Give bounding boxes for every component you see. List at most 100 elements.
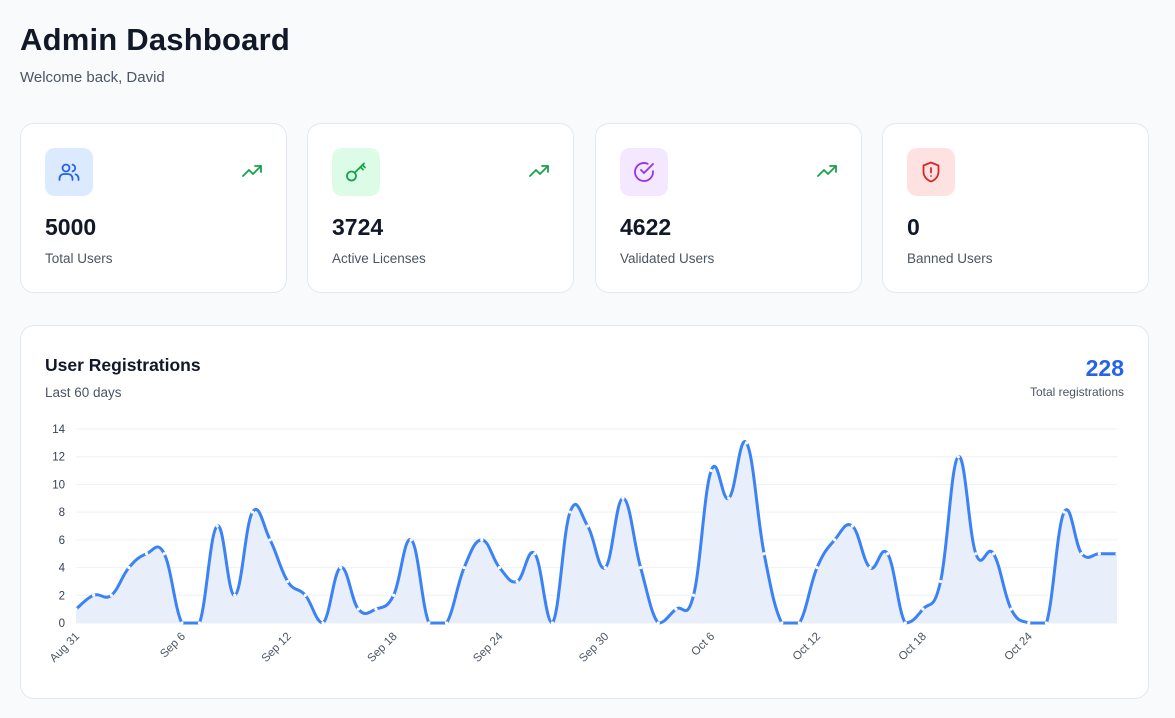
y-tick-label: 4 — [59, 563, 66, 575]
data-point — [709, 468, 713, 473]
data-point — [568, 510, 572, 514]
users-icon-badge — [45, 148, 93, 196]
active-licenses-label: Active Licenses — [332, 251, 426, 266]
data-point — [391, 593, 396, 597]
data-point — [815, 565, 819, 570]
data-point — [674, 607, 678, 611]
shield-alert-icon-badge — [907, 148, 955, 196]
data-point — [868, 565, 872, 570]
active-licenses-value: 3724 — [332, 214, 384, 240]
data-point — [780, 621, 784, 625]
data-point — [1062, 510, 1066, 514]
data-point — [762, 552, 766, 556]
data-point — [427, 621, 431, 625]
data-point — [974, 552, 978, 556]
page-title: Admin Dashboard — [20, 22, 290, 57]
data-point — [1080, 552, 1084, 556]
data-point — [903, 621, 907, 625]
y-tick-label: 10 — [52, 479, 65, 491]
chart-subtitle: Last 60 days — [45, 385, 122, 400]
data-point — [1097, 552, 1101, 556]
data-point — [1009, 607, 1013, 611]
stat-card-total-users: 5000 Total Users — [20, 123, 287, 293]
total-users-value: 5000 — [45, 214, 97, 240]
data-point — [144, 552, 149, 556]
data-point — [656, 621, 660, 625]
x-tick-label: Sep 12 — [260, 631, 294, 665]
data-point — [374, 607, 378, 611]
data-point — [480, 538, 484, 542]
data-point — [550, 621, 554, 625]
data-point — [268, 538, 272, 542]
x-tick-label: Sep 6 — [158, 631, 188, 661]
stat-card-active-licenses: 3724 Active Licenses — [307, 123, 574, 293]
data-point — [727, 496, 731, 500]
data-point — [921, 607, 925, 611]
chart-title: User Registrations — [45, 355, 201, 375]
y-tick-label: 0 — [59, 618, 65, 630]
data-point — [321, 621, 325, 625]
data-point — [691, 593, 696, 597]
data-point — [180, 621, 184, 625]
y-tick-label: 8 — [59, 507, 65, 519]
data-point — [850, 524, 854, 528]
data-point — [639, 565, 643, 570]
data-point — [744, 441, 749, 445]
x-tick-label: Oct 18 — [897, 631, 929, 663]
data-point — [991, 552, 996, 556]
total-users-label: Total Users — [45, 251, 113, 266]
key-icon — [346, 162, 366, 182]
data-point — [515, 579, 519, 584]
data-point — [250, 510, 255, 514]
data-point — [1027, 621, 1031, 625]
data-point — [444, 621, 449, 625]
data-point — [303, 593, 307, 597]
data-point — [1044, 621, 1049, 625]
data-point — [603, 565, 607, 570]
check-circle-icon-badge — [620, 148, 668, 196]
registrations-chart-card: User Registrations Last 60 days 228 Tota… — [20, 325, 1149, 699]
data-point — [938, 579, 943, 584]
data-point — [74, 607, 78, 611]
data-point — [233, 593, 237, 597]
x-tick-label: Oct 6 — [689, 631, 717, 659]
key-icon-badge — [332, 148, 380, 196]
y-tick-label: 2 — [59, 590, 65, 602]
y-tick-label: 6 — [59, 535, 65, 547]
data-point — [497, 565, 502, 570]
data-point — [533, 552, 537, 556]
data-point — [833, 538, 837, 542]
data-point — [956, 455, 960, 459]
stat-card-validated-users: 4622 Validated Users — [595, 123, 862, 293]
x-tick-label: Aug 31 — [48, 631, 82, 665]
registrations-chart: 0 2 4 6 8 10 12 14 Aug 31 Sep 6 Sep 12 Sep 18 Sep 2… — [48, 424, 1119, 665]
stat-card-banned-users: 0 Banned Users — [882, 123, 1149, 293]
data-point — [621, 496, 625, 500]
data-point — [1115, 552, 1119, 556]
check-circle-icon — [634, 162, 654, 182]
x-axis: Aug 31 Sep 6 Sep 12 Sep 18 Sep 24 Sep 30 Oct 6… — [48, 630, 1035, 665]
x-tick-label: Oct 24 — [1002, 630, 1035, 663]
y-axis: 0 2 4 6 8 10 12 14 — [52, 424, 65, 630]
trending-up-icon — [817, 165, 837, 177]
data-points — [74, 441, 1119, 625]
trending-up-icon — [242, 165, 262, 177]
data-point — [127, 565, 131, 570]
registrations-area — [76, 441, 1117, 623]
shield-alert-icon — [922, 161, 940, 183]
data-point — [356, 607, 360, 611]
users-icon — [58, 163, 80, 181]
data-point — [339, 565, 343, 570]
x-tick-label: Sep 18 — [365, 631, 399, 665]
trending-up-icon — [529, 165, 549, 177]
validated-users-value: 4622 — [620, 214, 672, 240]
banned-users-value: 0 — [907, 214, 920, 240]
data-point — [797, 621, 802, 625]
banned-users-label: Banned Users — [907, 251, 993, 266]
data-point — [162, 552, 166, 556]
x-tick-label: Oct 12 — [791, 631, 823, 663]
data-point — [109, 593, 113, 597]
y-tick-label: 12 — [52, 452, 65, 464]
total-registrations-value: 228 — [1085, 355, 1124, 381]
data-point — [886, 552, 890, 556]
